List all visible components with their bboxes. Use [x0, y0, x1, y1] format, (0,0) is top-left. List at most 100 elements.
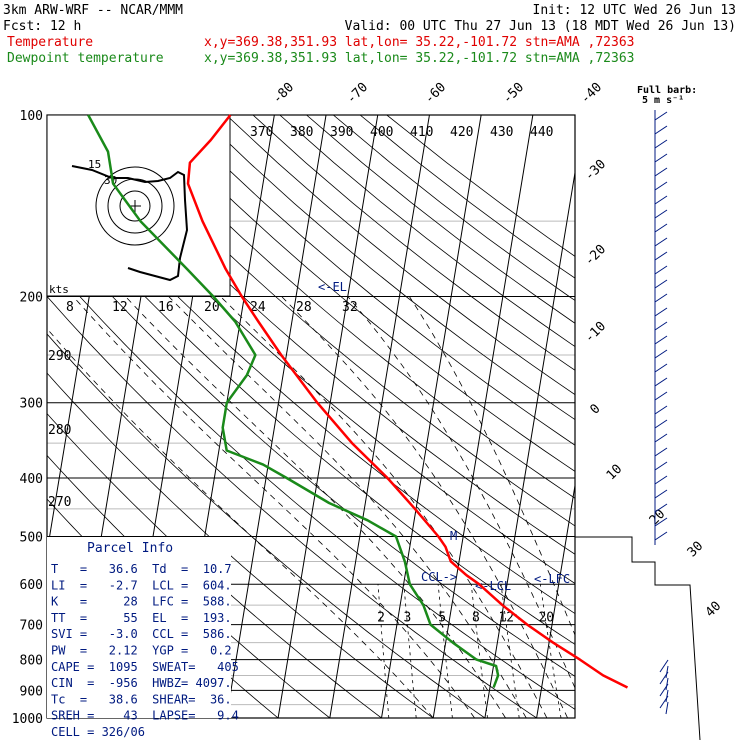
wind-barb [654, 265, 668, 275]
dry-adiabat [226, 115, 575, 396]
wind-barb [654, 209, 668, 219]
sounding-profiles [87, 114, 629, 689]
dry-adiabat [333, 115, 575, 301]
valid-time: Valid: 00 UTC Thu 27 Jun 13 (18 MDT Wed … [345, 19, 736, 34]
wind-barb [654, 125, 668, 135]
mixing-ratio-label-upper: 20 [204, 300, 220, 315]
isotherm [381, 115, 482, 718]
wind-barb [654, 321, 668, 331]
pressure-tick-label: 400 [20, 472, 43, 487]
parcel-info-row: Tc = 38.6 SHEAR= 36. [51, 692, 232, 706]
isotherm-label: -50 [500, 80, 527, 107]
wind-barb [654, 111, 668, 121]
hodograph-ring [95, 166, 175, 246]
dry-adiabat [386, 115, 575, 257]
isotherm [432, 115, 534, 718]
dewpoint-legend: Dewpoint temperature [7, 51, 164, 66]
moist-adiabat [409, 296, 575, 637]
wind-barb [659, 671, 669, 685]
mixing-ratio-label-upper: 28 [296, 300, 312, 315]
wind-barb [654, 419, 668, 429]
m-annotation: M [450, 529, 457, 543]
wind-barb [665, 677, 669, 691]
dry-adiabat [252, 115, 575, 371]
mixing-ratio-line [500, 584, 520, 718]
wind-barb [654, 139, 668, 149]
theta-label-left: 280 [48, 423, 71, 438]
plot-frame [46, 114, 576, 719]
mixing-ratio-label: 3 [403, 611, 411, 626]
dry-adiabat [92, 115, 575, 527]
parcel-info-row: K = 28 LFC = 588. [51, 595, 232, 609]
wind-barb [654, 363, 668, 373]
moist-adiabat [347, 296, 575, 689]
el-annotation: <-EL [318, 280, 347, 294]
mixing-ratio-line [470, 584, 488, 718]
wind-barb [654, 181, 668, 191]
wind-barb [654, 489, 668, 499]
isotherm-label: -20 [582, 242, 609, 269]
theta-label: 440 [530, 125, 553, 140]
temperature-location: x,y=369.38,351.93 lat,lon= 35.22,-101.72… [204, 35, 634, 50]
mixing-ratio-line [539, 584, 562, 718]
mixing-ratio-label: 20 [538, 611, 554, 626]
isotherm [0, 115, 16, 718]
parcel-info-title: Parcel Info [87, 541, 173, 556]
mixing-ratio-label: 12 [498, 611, 514, 626]
wind-barb [654, 531, 668, 541]
barb-key-label: Full barb: [637, 85, 697, 96]
parcel-info-row: PW = 2.12 YGP = 0.2 [51, 644, 232, 658]
wind-barb [665, 665, 669, 679]
isotherm [225, 115, 327, 718]
theta-label: 390 [330, 125, 353, 140]
isotherm-label: -10 [582, 319, 609, 346]
dry-adiabat [47, 156, 575, 615]
temperature-profile [186, 114, 629, 689]
theta-label: 410 [410, 125, 433, 140]
pressure-tick-label: 500 [20, 530, 43, 545]
dry-adiabat [47, 223, 575, 677]
dry-adiabat [47, 372, 434, 718]
wind-barb [659, 659, 669, 673]
isotherm-label: 10 [604, 462, 626, 484]
hodograph-unit: kts [49, 283, 69, 296]
mixing-ratio-label-upper: 16 [158, 300, 174, 315]
wind-barb [654, 223, 668, 233]
parcel-info-row: CIN = -956 HWBZ= 4097. [51, 676, 232, 690]
isotherm-label: 40 [703, 599, 725, 621]
mixing-ratio-line [377, 584, 390, 718]
lfc-annotation: <-LFC [534, 572, 570, 586]
dry-adiabat [47, 189, 575, 645]
wind-barb [654, 503, 668, 513]
parcel-info-row: SVI = -3.0 CCL = 586. [51, 627, 232, 641]
hodograph-trace [71, 165, 189, 282]
wind-barb [654, 433, 668, 443]
wind-barb [665, 689, 669, 703]
isotherm-label: -60 [422, 80, 449, 107]
theta-label: 430 [490, 125, 513, 140]
moist-adiabat [125, 296, 506, 718]
wind-barb [654, 195, 668, 205]
mixing-ratio-label-upper: 24 [250, 300, 266, 315]
barb-key-unit: 5 m s⁻¹ [642, 95, 684, 106]
parcel-info-row: SREH = 43 LAPSE= 9.4 [51, 709, 239, 723]
moist-adiabat [72, 296, 475, 718]
mixing-ratio-label-upper: 32 [342, 300, 358, 315]
wind-barb [654, 475, 668, 485]
theta-label: 400 [370, 125, 393, 140]
temperature-legend: Temperature [7, 35, 93, 50]
wind-barb [654, 391, 668, 401]
forecast-hour: Fcst: 12 h [3, 19, 81, 34]
parcel-info-row: TT = 55 EL = 193. [51, 611, 232, 625]
isotherm [692, 115, 740, 718]
wind-barbs [654, 110, 669, 715]
pressure-tick-label: 1000 [12, 712, 43, 727]
moist-adiabat [281, 296, 568, 718]
pressure-tick-label: 200 [20, 291, 43, 306]
wind-barb [654, 153, 668, 163]
dry-adiabat [65, 115, 575, 555]
isotherm-label: 0 [587, 401, 603, 417]
wind-barb [654, 517, 668, 527]
